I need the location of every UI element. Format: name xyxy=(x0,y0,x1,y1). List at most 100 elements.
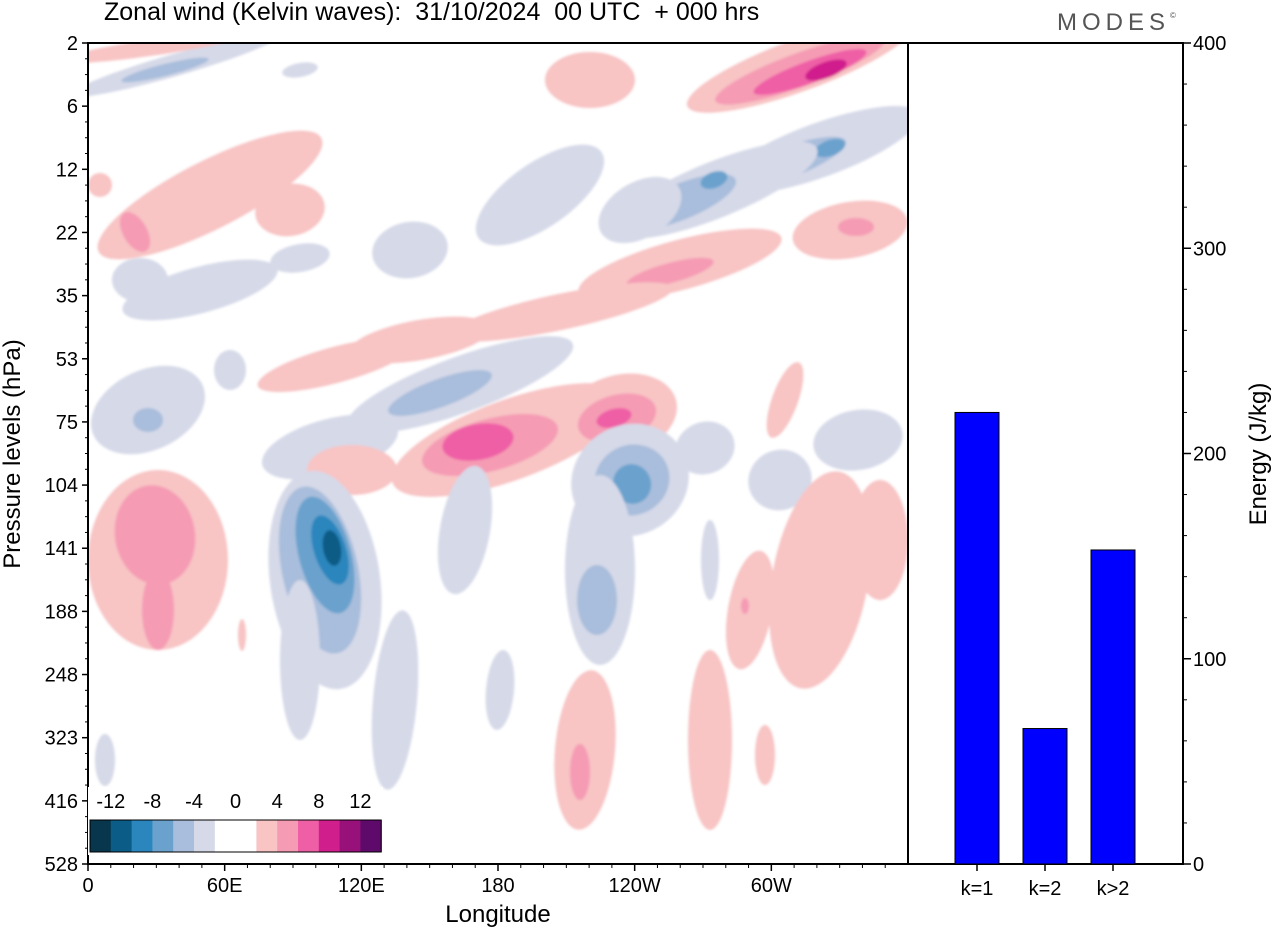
negative-wind-contour xyxy=(121,57,209,83)
colorbar-tick-label: 0 xyxy=(230,791,241,813)
negative-wind-contour xyxy=(437,465,493,595)
positive-wind-contour xyxy=(97,130,323,260)
y-tick-label: 75 xyxy=(56,412,78,434)
positive-wind-contour xyxy=(838,218,874,236)
y-tick-label: 416 xyxy=(45,791,78,813)
energy-bar xyxy=(954,411,1000,865)
y-tick-label: 141 xyxy=(45,538,78,560)
negative-wind-contour xyxy=(485,650,515,730)
positive-wind-contour xyxy=(596,408,632,428)
energy-tick-label: 0 xyxy=(1193,854,1204,876)
energy-axis-label: Energy (J/kg) xyxy=(1245,383,1272,526)
negative-wind-contour xyxy=(701,520,719,600)
positive-wind-contour xyxy=(769,471,871,689)
positive-wind-contour xyxy=(255,183,325,237)
colorbar-swatch xyxy=(339,820,361,852)
negative-wind-contour xyxy=(475,144,605,246)
negative-wind-contour xyxy=(112,258,168,302)
energy-tick-label: 300 xyxy=(1193,238,1226,260)
y-tick-label: 12 xyxy=(56,159,78,181)
colorbar-tick-label: 12 xyxy=(349,791,371,813)
x-tick-label: 120W xyxy=(609,875,661,897)
colorbar-swatch xyxy=(90,820,112,852)
negative-wind-contour xyxy=(388,370,492,416)
negative-wind-contour xyxy=(612,464,652,504)
positive-wind-contour xyxy=(447,282,673,342)
x-tick-label: 0 xyxy=(82,875,93,897)
negative-wind-contour xyxy=(322,530,342,566)
positive-wind-contour xyxy=(88,173,112,197)
y-tick-label: 22 xyxy=(56,222,78,244)
positive-wind-contour xyxy=(257,337,413,393)
colorbar-tick-label: -4 xyxy=(185,791,203,813)
x-axis-longitude: 0 60E 120E 180 120W 60W xyxy=(82,864,886,897)
negative-wind-contour xyxy=(280,580,320,740)
positive-wind-contour xyxy=(570,744,590,800)
colorbar-swatch xyxy=(256,820,278,852)
positive-wind-contour xyxy=(688,650,732,830)
y-tick-label: 323 xyxy=(45,728,78,750)
colorbar-swatch xyxy=(360,820,382,852)
positive-wind-contour xyxy=(114,485,196,585)
y-tick-label: 528 xyxy=(45,854,78,876)
positive-wind-contour xyxy=(545,52,635,108)
x-tick-label: 60E xyxy=(207,875,243,897)
colorbar-swatch xyxy=(110,820,133,852)
colorbar-swatch xyxy=(214,820,237,852)
colorbar-swatch xyxy=(298,820,320,852)
positive-wind-contour xyxy=(626,257,714,289)
negative-wind-contour xyxy=(700,171,728,189)
energy-bar xyxy=(1090,549,1136,865)
y-tick-label: 248 xyxy=(45,665,78,687)
bar-category-label: k=1 xyxy=(961,878,994,900)
y-tick-label: 188 xyxy=(45,601,78,623)
positive-wind-contour xyxy=(741,598,749,614)
logo-text: MODES xyxy=(1057,9,1171,36)
negative-wind-contour xyxy=(214,350,246,390)
negative-wind-contour xyxy=(814,138,846,158)
colorbar-swatch xyxy=(194,820,216,852)
colorbar-tick-label: 8 xyxy=(313,791,324,813)
positive-wind-contour xyxy=(766,362,804,438)
negative-wind-contour xyxy=(270,243,330,273)
bar-category-label: k>2 xyxy=(1097,878,1130,900)
y-axis-pressure: 2 6 12 22 35 53 75 104 141 188 248 323 416 528 xyxy=(45,33,88,876)
positive-wind-contour xyxy=(442,423,514,461)
negative-wind-contour xyxy=(675,421,735,475)
bar-category-label: k=2 xyxy=(1029,878,1062,900)
y-tick-label: 6 xyxy=(67,96,78,118)
positive-wind-contour xyxy=(805,59,847,81)
y-tick-label: 35 xyxy=(56,286,78,308)
colorbar-swatch xyxy=(235,820,257,852)
colorbar-swatch xyxy=(277,820,299,852)
energy-tick-label: 400 xyxy=(1193,33,1226,55)
negative-wind-contour xyxy=(372,221,448,279)
positive-wind-contour xyxy=(238,619,246,651)
negative-wind-contour xyxy=(122,259,278,321)
negative-wind-contour xyxy=(748,449,812,511)
colorbar-swatch xyxy=(152,820,174,852)
positive-wind-contour xyxy=(852,480,908,600)
negative-wind-contour xyxy=(95,734,115,786)
energy-tick-label: 100 xyxy=(1193,649,1226,671)
energy-tick-label: 200 xyxy=(1193,444,1226,466)
y-tick-label: 53 xyxy=(56,349,78,371)
heatmap-field xyxy=(88,43,908,830)
energy-bars xyxy=(954,411,1136,865)
colorbar-tick-label: -8 xyxy=(144,791,162,813)
positive-wind-contour xyxy=(88,43,245,64)
negative-wind-contour xyxy=(371,610,419,790)
negative-wind-contour xyxy=(598,176,682,244)
bar-x-axis: k=1 k=2 k>2 xyxy=(961,864,1130,900)
positive-wind-contour xyxy=(119,212,151,252)
y-axis-energy: 0 100 200 300 400 xyxy=(1183,33,1226,876)
y-tick-label: 2 xyxy=(67,33,78,55)
x-axis-label: Longitude xyxy=(445,901,550,928)
negative-wind-contour xyxy=(577,565,617,635)
positive-wind-contour xyxy=(755,725,775,785)
modes-logo: MODES© xyxy=(1057,9,1176,37)
negative-wind-contour xyxy=(813,409,903,471)
x-tick-label: 180 xyxy=(481,875,514,897)
logo-mark: © xyxy=(1170,11,1176,20)
